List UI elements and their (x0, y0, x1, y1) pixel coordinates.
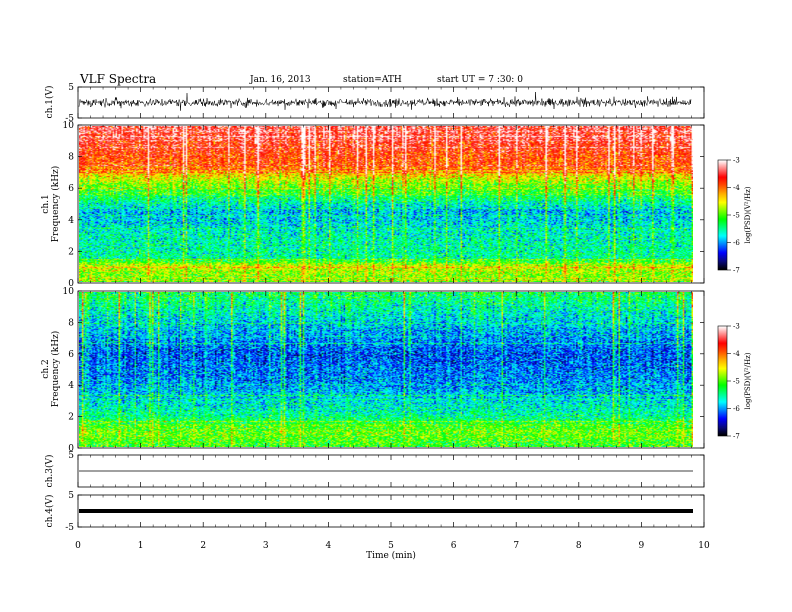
ch2-spectrogram-ylabel-frequency: Frequency (kHz) (50, 331, 61, 408)
x-tick-label: 3 (263, 541, 269, 551)
colorbar-tick-label: -7 (733, 433, 740, 441)
x-axis-label: Time (min) (366, 550, 416, 561)
date-label: Jan. 16, 2013 (249, 75, 311, 85)
x-tick-label: 9 (639, 541, 645, 551)
y-tick-label: 10 (63, 121, 75, 131)
y-tick-label: 4 (68, 216, 74, 226)
y-tick-label: 5 (68, 451, 74, 461)
y-tick-label: 8 (68, 318, 74, 328)
ch1-spectrogram-image (79, 126, 693, 282)
ch2-spectrogram-image (79, 292, 693, 447)
station-label: station=ATH (343, 75, 402, 85)
figure-header: VLF Spectra Jan. 16, 2013 station=ATH st… (79, 72, 523, 86)
x-tick-label: 8 (576, 541, 582, 551)
x-tick-label: 1 (138, 541, 144, 551)
x-tick-label: 5 (388, 541, 394, 551)
colorbar-tick-label: -6 (733, 239, 740, 247)
y-tick-label: 2 (68, 247, 74, 257)
y-tick-label: 6 (68, 350, 74, 360)
y-tick-label: 5 (68, 491, 74, 501)
y-tick-label: 4 (68, 381, 74, 391)
x-tick-label: 2 (200, 541, 206, 551)
ch1-colorbar-gradient (718, 160, 727, 270)
ch2-colorbar-gradient (718, 326, 727, 436)
x-tick-label: 0 (75, 541, 81, 551)
y-tick-label: 5 (68, 83, 74, 93)
ch1-spectrogram-ylabel-channel: ch.1 (41, 194, 51, 213)
ch1-colorbar-frame (717, 159, 728, 271)
y-tick-label: 0 (68, 444, 74, 454)
ch1-waveform-trace (78, 91, 692, 111)
colorbar-tick-label: -7 (733, 267, 740, 275)
ch1-spectrogram-ylabel-frequency: Frequency (kHz) (50, 166, 61, 243)
colorbar-tick-label: -3 (733, 323, 740, 331)
x-tick-label: 4 (326, 541, 332, 551)
ch2-spectrogram-ylabel-channel: ch.2 (41, 359, 51, 378)
ch2-colorbar: log(PSD)(V²/Hz) (717, 325, 752, 437)
ch1-colorbar: log(PSD)(V²/Hz) (717, 159, 752, 271)
colorbar-tick-label: -6 (733, 405, 740, 413)
colorbar-tick-label: -5 (733, 378, 740, 386)
ch2-colorbar-frame (717, 325, 728, 437)
colorbar-tick-label: -4 (733, 350, 740, 358)
ch1-waveform-ylabel: ch.1(V) (44, 86, 55, 119)
y-tick-label: 8 (68, 153, 74, 163)
y-tick-label: 10 (63, 287, 75, 297)
y-tick-label: -5 (65, 114, 74, 124)
ch2-colorbar-label: log(PSD)(V²/Hz) (744, 352, 752, 409)
ch4-waveform-ylabel: ch.4(V) (44, 495, 55, 528)
y-tick-label: 0 (68, 279, 74, 289)
start-time-label: start UT = 7 :30: 0 (437, 75, 523, 85)
x-tick-label: 7 (513, 541, 519, 551)
figure-title: VLF Spectra (79, 72, 156, 86)
y-tick-label: 6 (68, 184, 74, 194)
y-tick-label: 2 (68, 413, 74, 423)
colorbar-tick-label: -3 (733, 157, 740, 165)
x-tick-label: 10 (698, 541, 710, 551)
colorbar-tick-label: -5 (733, 212, 740, 220)
ch3-waveform-ylabel: ch.3(V) (44, 455, 55, 488)
ch1-colorbar-label: log(PSD)(V²/Hz) (744, 186, 752, 243)
colorbar-tick-label: -4 (733, 184, 740, 192)
x-tick-label: 6 (451, 541, 457, 551)
y-tick-label: -5 (65, 523, 74, 533)
